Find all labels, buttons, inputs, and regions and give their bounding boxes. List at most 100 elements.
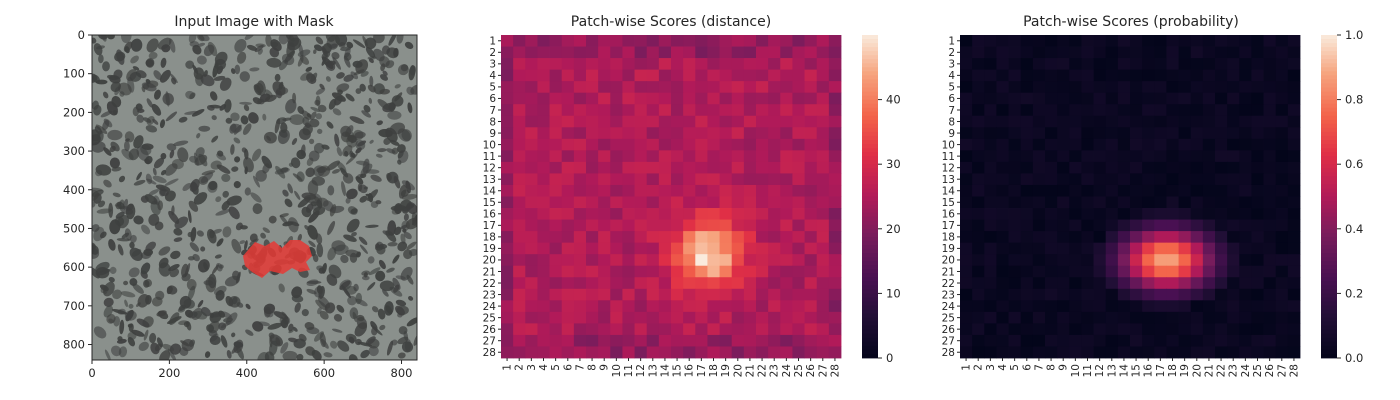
heatmap-cell [1045, 127, 1058, 140]
heatmap-cell [646, 254, 660, 267]
col-tick-label: 16 [684, 364, 696, 378]
colorbar-segment [1321, 293, 1337, 298]
heatmap-cell [828, 58, 842, 71]
heatmap-cell [1178, 127, 1192, 140]
y-tick-label: 0 [78, 28, 85, 42]
heatmap-cell [683, 58, 696, 71]
heatmap-cell [1142, 311, 1155, 324]
heatmap-cell [1117, 46, 1131, 59]
heatmap-cell [1178, 138, 1192, 151]
heatmap-cell [501, 58, 514, 71]
colorbar-segment [862, 180, 878, 185]
heatmap-cell [1287, 311, 1301, 324]
heatmap-cell [573, 242, 587, 255]
heatmap-cell [1251, 265, 1264, 278]
heatmap-cell [707, 242, 720, 255]
heatmap-cell [768, 196, 781, 209]
heatmap-cell [1287, 242, 1301, 255]
heatmap-cell [561, 69, 575, 82]
heatmap-cell [525, 231, 538, 244]
colorbar-segment [862, 51, 878, 56]
heatmap-cell [1130, 288, 1143, 301]
heatmap-cell [501, 300, 514, 313]
heatmap-cell [1008, 81, 1022, 94]
heatmap-cell [1154, 138, 1167, 151]
heatmap-cell [598, 150, 611, 163]
heatmap-cell [634, 219, 648, 232]
heatmap-cell [960, 265, 973, 278]
col-tick-label: 27 [817, 364, 829, 377]
heatmap-cell [537, 69, 550, 82]
texture-spot [178, 116, 188, 123]
colorbar-segment [1321, 75, 1337, 80]
texture-spot [334, 133, 340, 147]
heatmap-cell [1008, 334, 1022, 347]
texture-spot [96, 130, 104, 143]
heatmap-cell [996, 138, 1009, 151]
texture-spot [375, 153, 383, 158]
heatmap-cell [1057, 311, 1070, 324]
heatmap-cell [1215, 104, 1228, 117]
heatmap-cell [1202, 92, 1216, 105]
heatmap-cell [1105, 58, 1119, 71]
heatmap-cell [1142, 92, 1155, 105]
heatmap-cell [501, 35, 514, 47]
heatmap-cell [731, 161, 745, 174]
heatmap-cell [1093, 231, 1107, 244]
texture-spot [233, 137, 241, 144]
heatmap-cell [780, 208, 793, 220]
heatmap-cell [525, 161, 538, 174]
heatmap-cell [996, 81, 1009, 94]
heatmap-cell [573, 150, 587, 163]
heatmap-cell [1142, 288, 1155, 301]
heatmap-cell [1117, 81, 1131, 94]
heatmap-cell [780, 311, 793, 324]
heatmap-cell [537, 254, 550, 267]
colorbar-segment [1321, 297, 1337, 302]
heatmap-cell [1020, 265, 1034, 278]
heatmap-cell [804, 311, 818, 324]
heatmap-cell [792, 265, 805, 278]
colorbar-tick-label: 20 [886, 222, 901, 236]
heatmap-cell [1008, 208, 1022, 220]
heatmap-cell [671, 265, 684, 278]
heatmap-cell [804, 138, 818, 151]
heatmap-cell [1251, 173, 1264, 186]
row-tick-label: 6 [489, 93, 496, 105]
texture-spot [379, 88, 390, 95]
heatmap-cell [1081, 323, 1094, 336]
texture-spot [141, 224, 151, 235]
heatmap-cell [683, 184, 696, 197]
colorbar-segment [862, 329, 878, 335]
heatmap-cell [1081, 35, 1094, 47]
texture-spot [92, 73, 98, 83]
texture-spot [169, 149, 175, 159]
texture-spot [281, 53, 295, 66]
heatmap-cell [525, 35, 538, 47]
texture-spot [244, 187, 251, 196]
colorbar-segment [862, 172, 878, 177]
heatmap-cell [719, 196, 733, 209]
heatmap-cell [756, 334, 769, 347]
heatmap-cell [828, 254, 842, 267]
heatmap-cell [1263, 173, 1277, 186]
heatmap-cell [610, 242, 623, 255]
heatmap-cell [695, 184, 708, 197]
heatmap-cell [658, 254, 672, 267]
heatmap-cell [1227, 254, 1240, 267]
heatmap-cell [525, 300, 538, 313]
heatmap-cell [768, 254, 781, 267]
heatmap-cell [1239, 69, 1252, 82]
texture-spot [160, 153, 167, 160]
heatmap-cell [996, 69, 1009, 82]
heatmap-cell [610, 69, 623, 82]
colorbar-segment [862, 277, 878, 282]
x-tick-label: 600 [313, 366, 335, 380]
heatmap-cell [1190, 277, 1204, 290]
heatmap-cell [1263, 69, 1277, 82]
texture-spot [115, 211, 125, 219]
col-tick-label: 5 [1009, 364, 1021, 371]
texture-spot [386, 340, 394, 356]
heatmap-cell [816, 173, 830, 186]
heatmap-cell [671, 334, 684, 347]
